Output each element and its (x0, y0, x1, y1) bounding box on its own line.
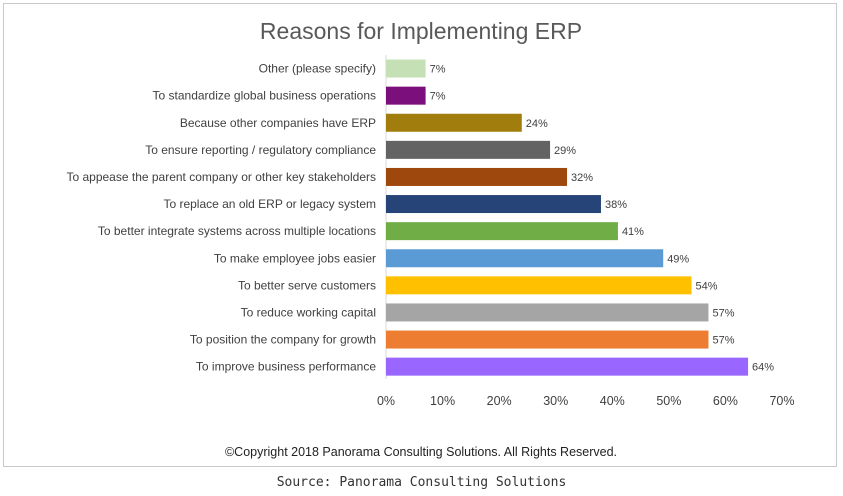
value-label: 57% (712, 335, 734, 347)
bar-chart: Other (please specify) 7% To standardize g… (66, 55, 795, 408)
copyright-notice: ©Copyright 2018 Panorama Consulting Solu… (224, 445, 618, 459)
bar (386, 357, 749, 376)
chart-frame: Reasons for Implementing ERP Other (plea… (3, 3, 837, 467)
x-tick-label: 40% (600, 394, 625, 408)
bar (386, 86, 426, 105)
x-tick-label: 20% (487, 394, 512, 408)
bar (386, 113, 522, 132)
x-tick-label: 60% (713, 394, 738, 408)
bar (386, 276, 692, 295)
x-tick-label: 50% (656, 394, 681, 408)
value-label: 7% (430, 64, 446, 76)
bar (386, 303, 709, 322)
value-label: 29% (554, 145, 576, 157)
x-tick-label: 70% (769, 394, 794, 408)
category-label: To better serve customers (238, 278, 376, 292)
bar (386, 167, 568, 186)
value-label: 64% (752, 362, 774, 374)
category-label: To reduce working capital (241, 305, 376, 319)
value-label: 38% (605, 199, 627, 211)
category-label: To position the company for growth (190, 333, 376, 347)
bar (386, 249, 664, 268)
source-caption: Source: Panorama Consulting Solutions (276, 475, 567, 490)
category-label: To replace an old ERP or legacy system (163, 197, 376, 211)
category-label: To improve business performance (196, 360, 376, 374)
bar (386, 59, 426, 78)
x-axis-ticks: 0% 10% 20% 30% 40% 50% 60% 70% (377, 394, 795, 408)
bar (386, 195, 601, 214)
value-label: 24% (526, 118, 548, 130)
value-label: 57% (712, 307, 734, 319)
category-label: To standardize global business operation… (153, 89, 376, 103)
category-label: To ensure reporting / regulatory complia… (145, 143, 376, 157)
category-label: To better integrate systems across multi… (98, 224, 376, 238)
category-label: To appease the parent company or other k… (66, 170, 376, 184)
bar (386, 222, 618, 241)
category-label: To make employee jobs easier (214, 251, 376, 265)
bar (386, 140, 551, 159)
x-tick-label: 0% (377, 394, 395, 408)
category-label: Other (please specify) (259, 62, 376, 76)
bar (386, 330, 709, 349)
value-label: 32% (571, 172, 593, 184)
value-label: 49% (667, 253, 689, 265)
bars-group: Other (please specify) 7% To standardize g… (66, 59, 774, 376)
value-label: 54% (695, 280, 717, 292)
value-label: 7% (430, 91, 446, 103)
chart-title: Reasons for Implementing ERP (259, 18, 583, 44)
category-label: Because other companies have ERP (180, 116, 376, 130)
value-label: 41% (622, 226, 644, 238)
x-tick-label: 10% (430, 394, 455, 408)
x-tick-label: 30% (543, 394, 568, 408)
